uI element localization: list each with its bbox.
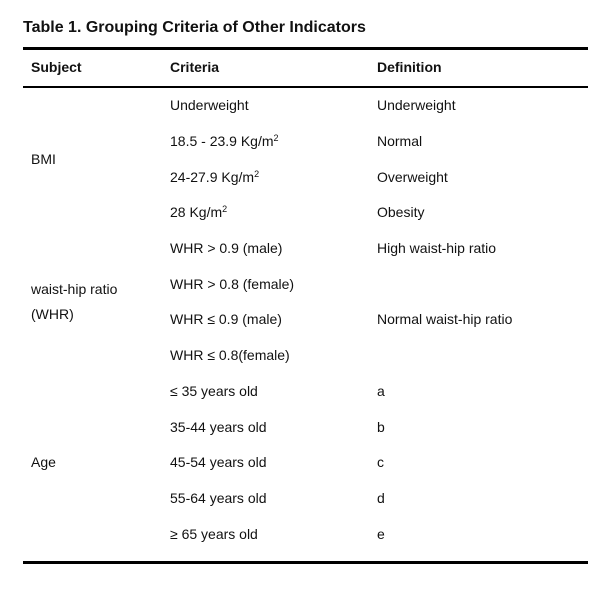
bottom-rule bbox=[23, 561, 588, 564]
top-rule bbox=[23, 47, 588, 50]
header-definition: Definition bbox=[377, 59, 442, 75]
table-title: Table 1. Grouping Criteria of Other Indi… bbox=[23, 19, 366, 36]
criteria-cell: 55-64 years old bbox=[170, 490, 267, 506]
subject-age: Age bbox=[31, 454, 56, 470]
header-criteria: Criteria bbox=[170, 59, 220, 75]
criteria-cell: WHR ≤ 0.8(female) bbox=[170, 347, 290, 363]
subject-bmi: BMI bbox=[31, 151, 56, 167]
definition-cell: Obesity bbox=[377, 204, 425, 220]
criteria-cell: 45-54 years old bbox=[170, 454, 267, 470]
criteria-cell: WHR > 0.9 (male) bbox=[170, 240, 283, 256]
subject-whr-line2: (WHR) bbox=[31, 306, 74, 322]
criteria-cell: 18.5 - 23.9 Kg/m2 bbox=[170, 133, 279, 149]
superscript: 2 bbox=[254, 169, 260, 179]
subject-whr-line1: waist-hip ratio bbox=[31, 281, 118, 297]
criteria-cell: 24-27.9 Kg/m2 bbox=[170, 169, 260, 185]
criteria-cell: ≥ 65 years old bbox=[170, 526, 258, 542]
definition-cell: e bbox=[377, 526, 385, 542]
criteria-cell: ≤ 35 years old bbox=[170, 383, 258, 399]
definition-cell: High waist-hip ratio bbox=[377, 240, 497, 256]
definition-cell: Normal bbox=[377, 133, 423, 149]
criteria-cell: WHR ≤ 0.9 (male) bbox=[170, 311, 282, 327]
criteria-cell: 28 Kg/m2 bbox=[170, 204, 228, 220]
definition-cell: c bbox=[377, 454, 384, 470]
definition-cell: b bbox=[377, 419, 385, 435]
definition-cell: Normal waist-hip ratio bbox=[377, 311, 513, 327]
definition-cell: Overweight bbox=[377, 169, 448, 185]
superscript: 2 bbox=[222, 204, 228, 214]
header-subject: Subject bbox=[31, 59, 82, 75]
header-rule bbox=[23, 86, 588, 88]
criteria-cell: 35-44 years old bbox=[170, 419, 267, 435]
criteria-cell: WHR > 0.8 (female) bbox=[170, 276, 295, 292]
superscript: 2 bbox=[273, 133, 279, 143]
definition-cell: Underweight bbox=[377, 97, 456, 113]
definition-cell: d bbox=[377, 490, 385, 506]
criteria-cell: Underweight bbox=[170, 97, 249, 113]
definition-cell: a bbox=[377, 383, 385, 399]
